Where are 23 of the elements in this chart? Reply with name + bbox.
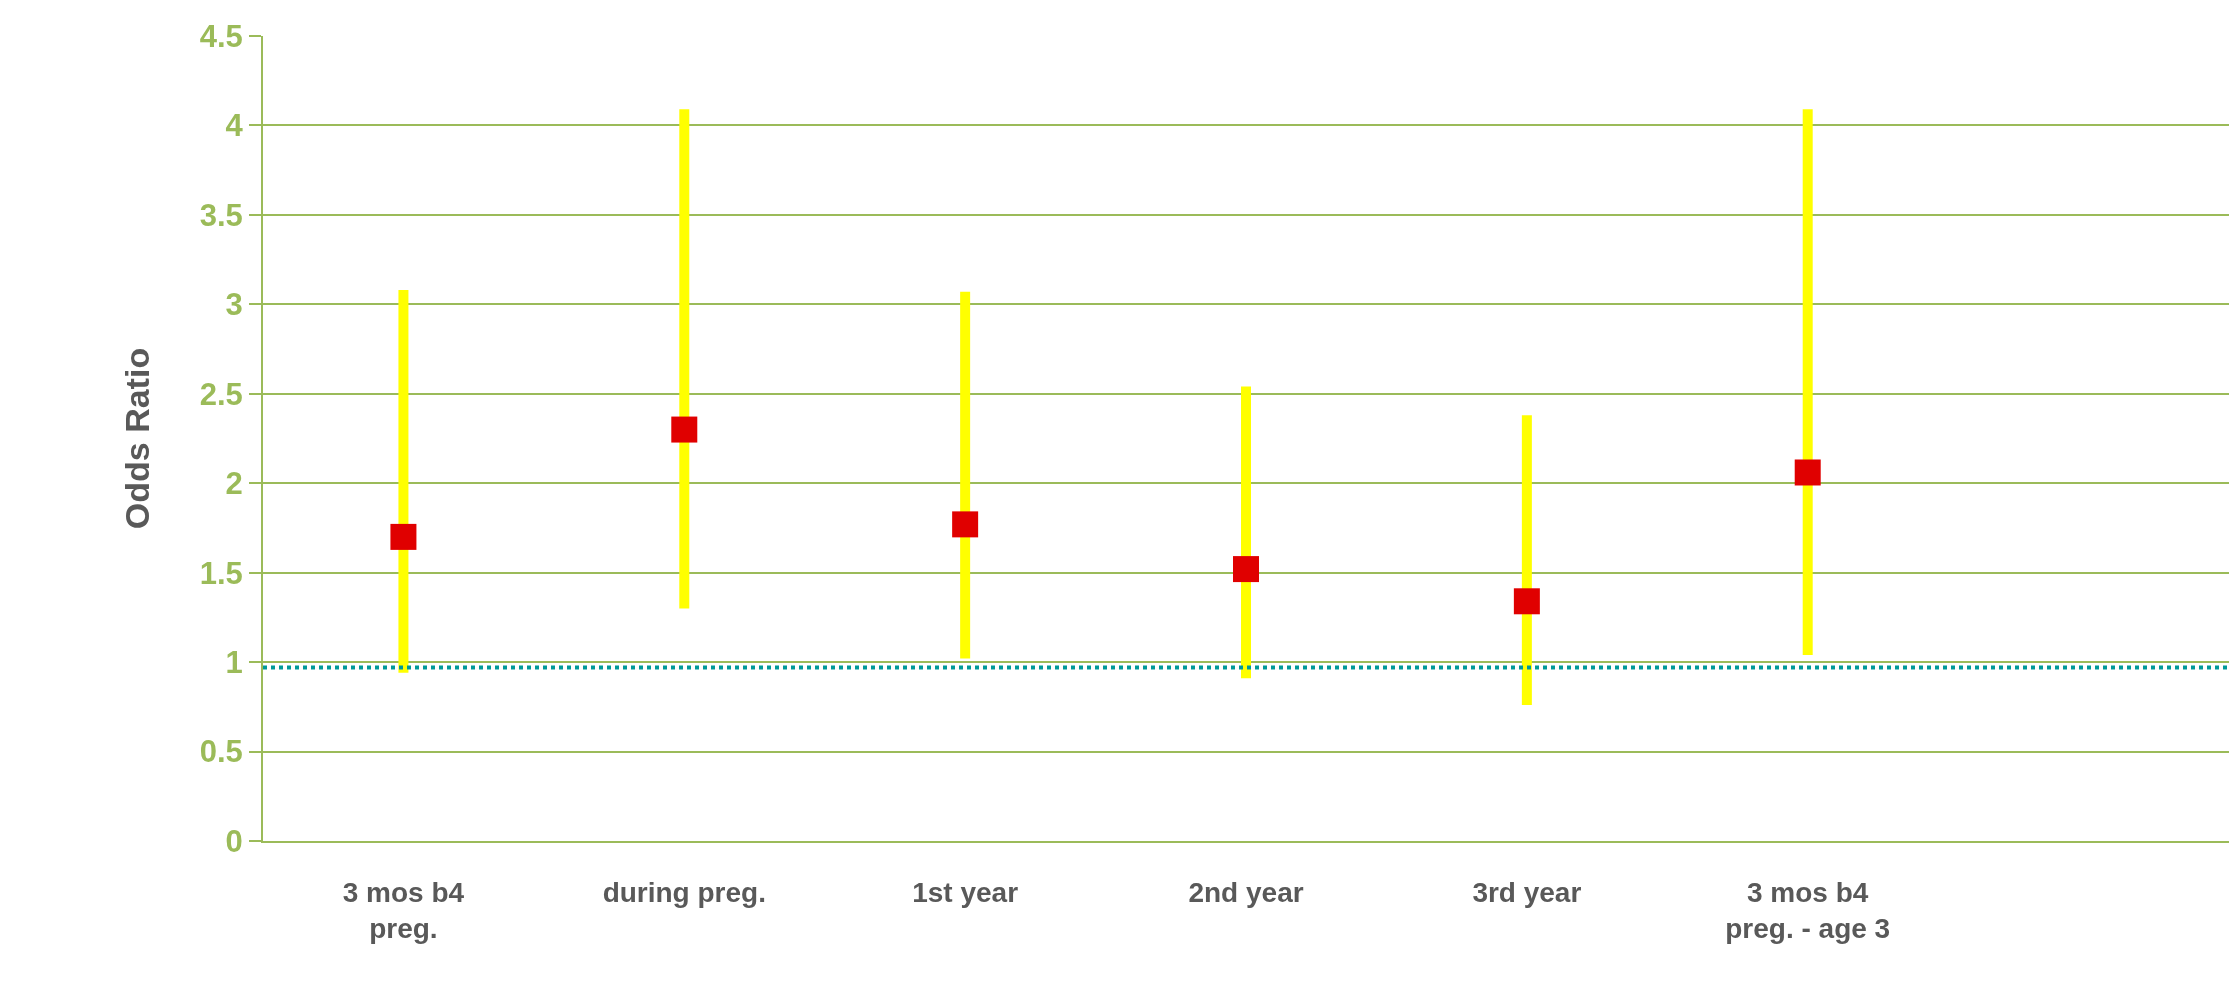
y-tick-label: 3 <box>225 287 243 323</box>
y-tick-label: 0 <box>225 823 243 859</box>
x-tick-label: 3rd year <box>1472 876 1582 908</box>
point <box>390 523 417 550</box>
y-tick-label: 0.5 <box>199 734 243 770</box>
x-tick-label: 3 mos b4 preg. <box>342 876 465 944</box>
y-axis-title: Odds Ratio <box>117 347 156 530</box>
y-tick-label: 4.5 <box>199 18 243 54</box>
y-tick-label: 2.5 <box>199 376 243 412</box>
y-tick-label: 3.5 <box>199 197 243 233</box>
x-tick-label: 1st year <box>912 876 1019 908</box>
x-tick-label: during preg. <box>602 876 766 908</box>
y-tick-label: 2 <box>225 466 243 502</box>
x-tick-label: 2nd year <box>1188 876 1304 908</box>
point <box>1233 556 1259 583</box>
point <box>1794 459 1821 486</box>
y-tick-label: 4 <box>225 108 244 144</box>
point <box>952 511 979 538</box>
y-tick-label: 1.5 <box>199 555 243 591</box>
y-tick-label: 1 <box>225 644 243 680</box>
x-tick-label: 3 mos b4 preg. - age 3 <box>1725 876 1891 944</box>
point <box>1513 588 1540 615</box>
point <box>671 416 698 443</box>
